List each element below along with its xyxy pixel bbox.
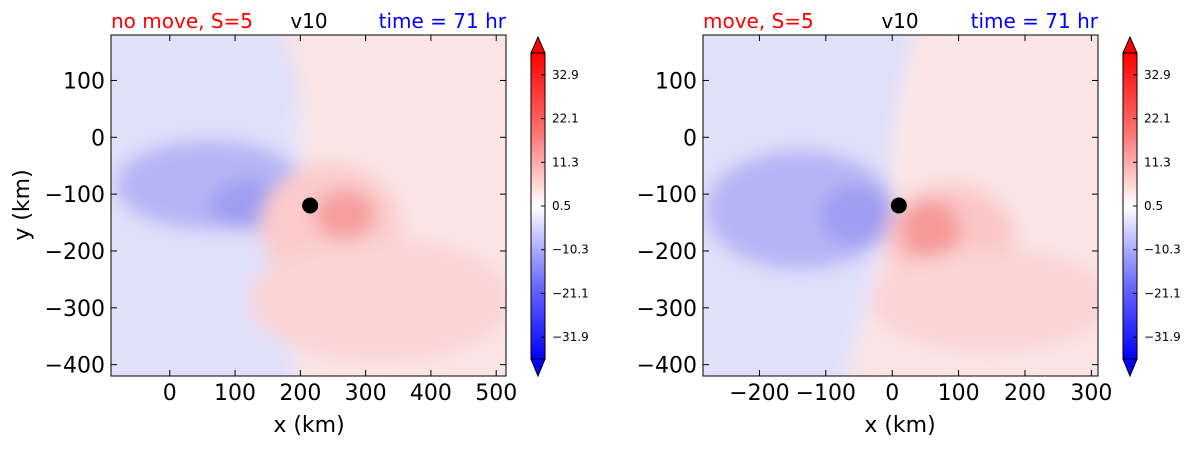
colorbar-max-arrow [1122,35,1138,54]
heatmap-field-left [111,35,506,376]
colorbar-tick-label: 11.3 [1144,155,1171,169]
colorbar-tick-label: 0.5 [552,199,571,213]
y-tick-label: −200 [637,240,697,265]
axes-frame-right [702,34,1099,377]
x-tick-label: 200 [279,381,321,406]
colorbar-tick-label: −31.9 [1144,330,1181,344]
x-tick-label: 500 [475,381,517,406]
y-axis-label: y (km) [10,169,35,240]
title-right: time = 71 hr [971,9,1099,33]
colorbar-tick-label: −10.3 [1144,243,1181,257]
colorbar-tick-label: −10.3 [552,243,589,257]
x-tick-label: 100 [214,381,256,406]
y-tick-label: −400 [45,354,105,379]
y-tick-label: −300 [637,297,697,322]
y-tick-label: 100 [655,69,697,94]
colorbar-tick-label: 22.1 [1144,112,1171,126]
colorbar-max-arrow [530,35,546,54]
x-tick-label: 0 [885,381,899,406]
x-tick-label: 400 [410,381,452,406]
x-tick-label: 300 [1070,381,1112,406]
x-tick-label: −200 [729,381,789,406]
axis-ticks-right: −200 −100 0 100 200 300 100 0 −100 −200 −300 −400 [637,35,1112,406]
colorbar-min-arrow [1122,358,1138,378]
storm-center-marker [890,197,907,214]
y-tick-label: 0 [683,126,697,151]
colorbar-tick-label: −31.9 [552,330,589,344]
axes-frame-left [110,34,507,377]
colorbar-left: 32.9 22.1 11.3 0.5 −10.3 −21.1 −31.9 [530,35,589,378]
x-tick-label: 100 [938,381,980,406]
y-tick-label: −300 [45,297,105,322]
y-tick-label: 0 [91,126,105,151]
colorbar-right: 32.9 22.1 11.3 0.5 −10.3 −21.1 −31.9 [1122,35,1181,378]
x-axis-label: x (km) [864,413,935,438]
colorbar-tick-label: 11.3 [552,155,579,169]
colorbar-tick-label: 0.5 [1144,199,1163,213]
y-tick-label: −200 [45,240,105,265]
x-tick-label: 0 [163,381,177,406]
y-tick-label: −400 [637,354,697,379]
title-center: v10 [290,9,327,33]
colorbar-tick-label: 32.9 [552,68,579,82]
field-shading [111,35,506,376]
title-right: time = 71 hr [379,9,507,33]
y-tick-label: 100 [63,69,105,94]
x-tick-label: 200 [1004,381,1046,406]
colorbar-min-arrow [530,358,546,378]
heatmap-field-right [703,35,1098,376]
y-tick-label: −100 [45,183,105,208]
field-shading [703,35,1098,376]
panel-right: −200 −100 0 100 200 300 100 0 −100 −200 −300 −400 m… [637,9,1181,438]
title-center: v10 [881,9,918,33]
axis-ticks-left: 0 100 200 300 400 500 100 0 −100 −200 −300 −400 [45,35,517,406]
x-axis-label: x (km) [273,413,344,438]
colorbar-tick-label: −21.1 [552,286,589,300]
title-left: no move, S=5 [111,9,253,33]
colorbar-tick-label: 32.9 [1144,68,1171,82]
colorbar-tick-label: 22.1 [552,112,579,126]
x-tick-label: 300 [345,381,387,406]
x-tick-label: −100 [796,381,856,406]
panel-left: 0 100 200 300 400 500 100 0 −100 −200 −300 −400 no … [10,9,589,438]
colorbar-tick-label: −21.1 [1144,286,1181,300]
storm-center-marker [302,197,319,214]
y-tick-label: −100 [637,183,697,208]
title-left: move, S=5 [703,9,814,33]
